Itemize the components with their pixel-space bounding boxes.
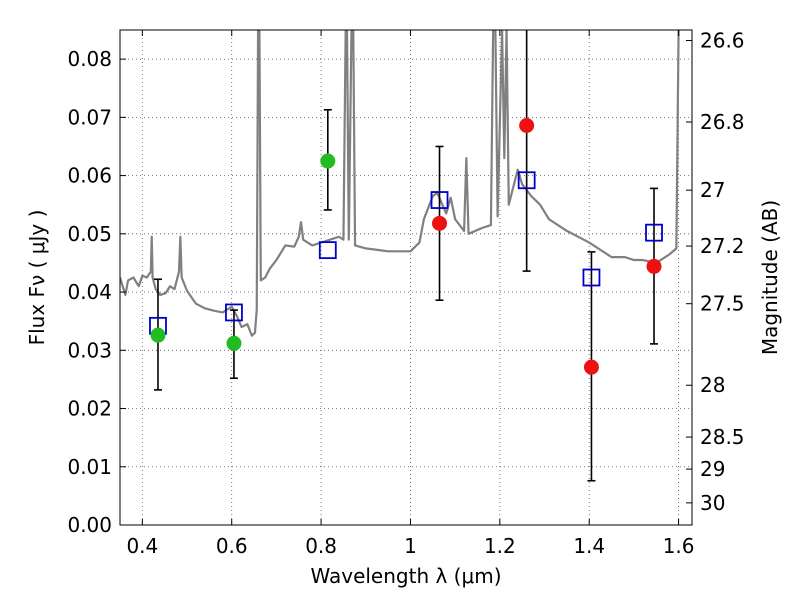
observed-flux-marker	[583, 359, 599, 375]
observed-flux-marker	[432, 215, 448, 231]
x-tick-label: 1.6	[663, 534, 695, 558]
y-tick-label: 0.00	[67, 513, 112, 537]
y-tick-label: 0.01	[67, 455, 112, 479]
y-tick-label: 0.02	[67, 397, 112, 421]
right-tick-label: 27	[700, 178, 725, 202]
observed-flux-marker	[226, 335, 242, 351]
observed-flux-marker	[519, 118, 535, 134]
model-flux-marker	[645, 223, 663, 242]
model-flux-marker	[517, 171, 536, 190]
observed-flux-marker	[150, 327, 166, 343]
right-tick-label: 27.2	[700, 234, 745, 258]
right-tick-label: 29	[700, 457, 725, 481]
template-spectrum-line	[120, 30, 680, 337]
y-tick-label: 0.06	[67, 164, 112, 188]
right-tick-label: 27.5	[700, 292, 745, 316]
x-axis-label: Wavelength λ (μm)	[310, 564, 501, 588]
x-tick-label: 0.8	[305, 534, 337, 558]
y-tick-label: 0.08	[67, 47, 112, 71]
x-tick-label: 0.6	[216, 534, 248, 558]
observed-flux-marker	[646, 258, 662, 274]
model-flux-marker	[430, 191, 449, 209]
right-tick-label: 26.8	[700, 110, 745, 134]
right-tick-label: 28	[700, 373, 725, 397]
x-tick-label: 0.4	[126, 534, 158, 558]
model-flux-marker	[582, 268, 601, 287]
y-tick-label: 0.07	[67, 105, 112, 129]
plot-frame	[119, 29, 693, 526]
model-flux-marker	[225, 303, 243, 322]
y-tick-label: 0.04	[67, 280, 112, 304]
right-axis-ticks: 26.6 26.8 27 27.2 27.5 28 28.5 29 30	[686, 28, 745, 515]
y-tick-label: 0.05	[67, 222, 112, 246]
x-tick-label: 1.4	[573, 534, 605, 558]
right-tick-label: 30	[700, 491, 725, 515]
y-tick-label: 0.03	[67, 338, 112, 362]
observed-flux-marker	[320, 153, 336, 169]
data-markers	[149, 118, 663, 375]
x-tick-label: 1	[404, 534, 417, 558]
y-axis-ticks: 0.00 0.01 0.02 0.03 0.04 0.05 0.06 0.07 0.08	[67, 47, 126, 537]
right-tick-label: 28.5	[700, 425, 745, 449]
template-spectrum	[120, 30, 680, 337]
x-axis-ticks: 0.4 0.6 0.8 1 1.2 1.4 1.6	[126, 30, 695, 558]
x-tick-label: 1.2	[484, 534, 516, 558]
right-tick-label: 26.6	[700, 28, 745, 52]
y-axis-label: Flux Fν ( μJy )	[25, 210, 49, 346]
model-flux-marker	[318, 241, 337, 260]
right-axis-label: Magnitude (AB)	[758, 200, 782, 355]
